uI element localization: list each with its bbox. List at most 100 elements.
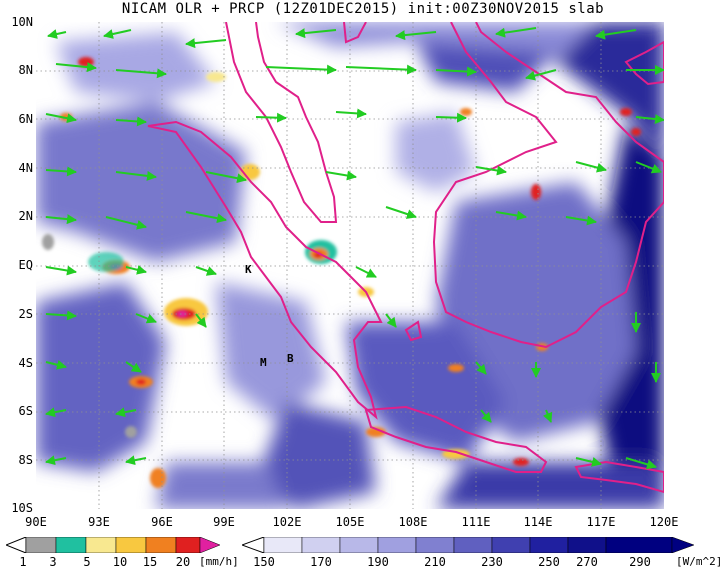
olr-tick: 210 [424, 555, 446, 569]
wind-arrow [475, 165, 507, 176]
wind-arrow [385, 206, 417, 219]
lon-label: 114E [523, 515, 553, 529]
wind-arrow [295, 28, 337, 39]
wind-arrow [45, 455, 67, 466]
wind-arrow [542, 409, 553, 423]
wind-arrow [345, 64, 417, 75]
olr-region [36, 282, 166, 472]
olr-colorbar [242, 537, 694, 553]
colorbar-swatch [175, 537, 201, 553]
olr-region [216, 282, 326, 422]
colorbar-swatch [263, 537, 303, 553]
rain-cell [460, 108, 472, 116]
precip-unit: [mm/h] [199, 555, 239, 568]
olr-region [416, 42, 556, 92]
colorbar-swatch [377, 537, 417, 553]
wind-arrow [115, 170, 157, 181]
rain-cell [42, 234, 54, 250]
olr-tick: 270 [576, 555, 598, 569]
precip-tick: 20 [175, 555, 191, 569]
wind-arrow [45, 113, 77, 124]
wind-arrow [205, 171, 247, 184]
location-marker-k: K [245, 263, 252, 276]
olr-tick: 250 [538, 555, 560, 569]
lesser-sunda-coast [574, 460, 664, 494]
borneo-coast [432, 22, 664, 349]
olr-tick: 190 [367, 555, 389, 569]
olr-tick: 170 [310, 555, 332, 569]
lat-label: 2S [18, 307, 33, 321]
colorbar-swatch [85, 537, 117, 553]
olr-precip-map [36, 22, 664, 509]
wind-arrow [255, 112, 287, 123]
rain-cell [88, 252, 124, 272]
wind-arrow [135, 313, 157, 324]
rain-cell [136, 379, 146, 385]
olr-region [346, 322, 506, 462]
olr-region [396, 112, 476, 192]
wind-arrow [185, 211, 227, 224]
lon-label: 117E [586, 515, 616, 529]
wind-arrow [595, 29, 637, 40]
wind-arrow [45, 214, 77, 225]
wind-arrow [525, 69, 557, 81]
lat-label: 4N [18, 161, 33, 175]
location-marker-m: M [260, 356, 267, 369]
rain-cell [206, 72, 226, 82]
olr-unit: [W/m^2] [676, 555, 723, 568]
precip-tick: 1 [19, 555, 27, 569]
wind-arrow [475, 361, 487, 375]
lat-label: 10S [11, 501, 33, 515]
olr-region [156, 462, 286, 509]
wind-arrow [45, 407, 67, 418]
lon-label: 102E [272, 515, 302, 529]
precip-tick: 3 [49, 555, 57, 569]
map-title: NICAM OLR + PRCP (12Z01DEC2015) init:00Z… [121, 1, 605, 17]
colorbar-swatch [55, 537, 87, 553]
wind-arrow [495, 27, 537, 38]
lat-label: 2N [18, 209, 33, 223]
olr-tick: 150 [253, 555, 275, 569]
rain-cell [177, 311, 187, 317]
wind-arrow [435, 66, 477, 77]
wind-arrow [635, 161, 662, 174]
wind-arrow [335, 108, 367, 119]
lat-label: 6S [18, 404, 33, 418]
island-coast [343, 22, 367, 44]
colorbar-arrow [6, 537, 27, 553]
precip-tick: 5 [83, 555, 91, 569]
colorbar-swatch [415, 537, 455, 553]
colorbar-arrow [671, 537, 694, 553]
colorbar-swatch [301, 537, 341, 553]
wind-arrow [45, 265, 77, 276]
wind-arrow [47, 29, 67, 39]
sumatra-coast [147, 120, 383, 420]
wind-arrow [125, 455, 147, 466]
olr-tick: 290 [629, 555, 651, 569]
rain-cell [448, 364, 464, 372]
colorbar-swatch [567, 537, 607, 553]
wind-arrow [395, 30, 437, 41]
precip-tick: 15 [142, 555, 158, 569]
precip-cells [42, 57, 641, 488]
wind-arrow [480, 409, 492, 423]
rain-cell [366, 427, 386, 437]
wind-arrow [195, 266, 217, 276]
coastlines [147, 22, 664, 494]
wind-arrow [195, 313, 207, 328]
wind-arrow [115, 68, 167, 79]
lat-label: EQ [18, 258, 33, 272]
wind-arrow [355, 266, 377, 278]
precip-tick: 10 [112, 555, 128, 569]
wind-arrow [385, 313, 397, 328]
olr-region [36, 102, 246, 262]
rain-cell [150, 468, 166, 488]
sulawesi-coast [624, 40, 664, 86]
wind-arrow [115, 116, 147, 127]
rain-cell [531, 184, 541, 200]
lat-label: 6N [18, 112, 33, 126]
colorbar-swatch [529, 537, 569, 553]
colorbar-swatch [115, 537, 147, 553]
wind-arrow [265, 64, 337, 75]
olr-tick: 230 [481, 555, 503, 569]
